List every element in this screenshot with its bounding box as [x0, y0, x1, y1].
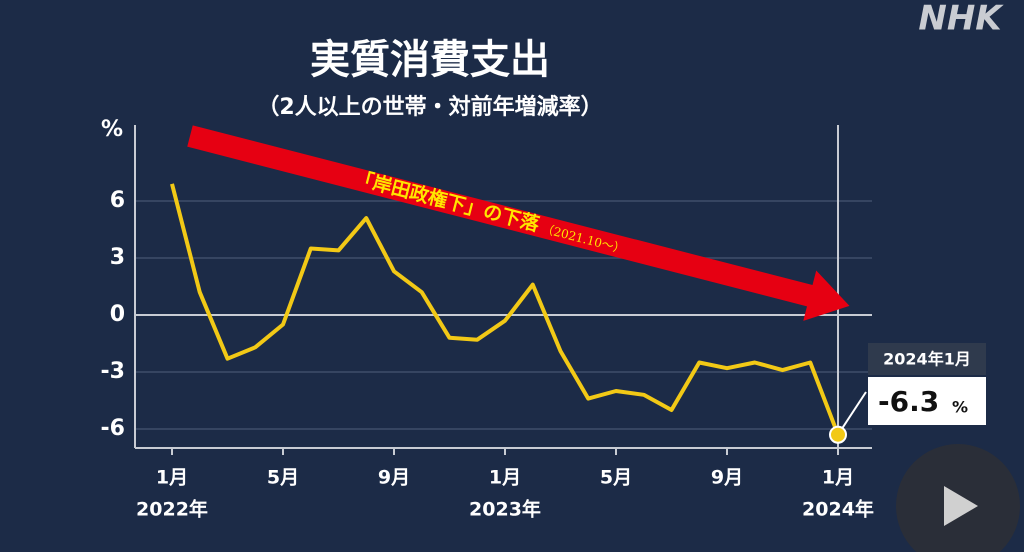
callout-box — [868, 377, 986, 425]
x-tick-label: 5月 — [267, 467, 299, 489]
chart-title: 実質消費支出 — [310, 37, 550, 83]
y-tick-label: 6 — [110, 188, 125, 213]
logo: NHK — [918, 0, 1004, 39]
x-year-label: 2024年 — [802, 498, 874, 521]
x-year-label: 2023年 — [469, 498, 541, 521]
y-unit: % — [101, 117, 123, 142]
callout-label: 2024年1月 — [883, 350, 971, 369]
callout-header — [868, 343, 986, 375]
callout-unit: % — [952, 398, 968, 417]
y-tick-label: -6 — [101, 416, 125, 441]
x-tick-label: 9月 — [378, 467, 410, 489]
callout-value: -6.3 — [878, 385, 939, 418]
y-tick-label: -3 — [101, 359, 125, 384]
x-tick-label: 1月 — [489, 467, 521, 489]
play-icon[interactable] — [944, 486, 978, 526]
x-tick-label: 9月 — [711, 467, 743, 489]
x-tick-label: 5月 — [600, 467, 632, 489]
play-button[interactable] — [896, 444, 1020, 552]
chart-subtitle: （2人以上の世帯・対前年増減率） — [257, 94, 602, 120]
data-line — [170, 183, 840, 436]
y-tick-label: 3 — [110, 245, 125, 270]
x-tick-label: 1月 — [156, 467, 188, 489]
x-tick-label: 1月 — [822, 467, 854, 489]
x-year-label: 2022年 — [136, 498, 208, 521]
y-tick-label: 0 — [110, 302, 125, 327]
arrow-shape — [187, 125, 850, 321]
data-point — [829, 425, 847, 444]
